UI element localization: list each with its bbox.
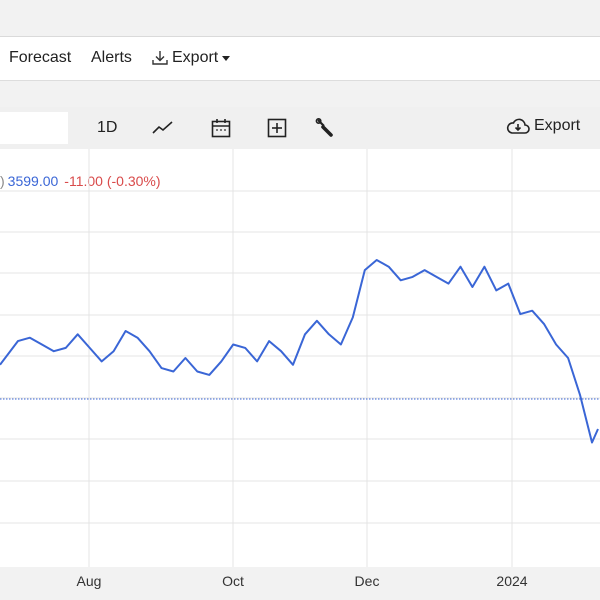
quote-change: -11.00 (-0.30%)	[64, 173, 161, 189]
x-axis-strip	[0, 567, 600, 600]
x-axis: Aug Oct Dec 2024	[77, 573, 528, 589]
line-chart-icon[interactable]	[151, 116, 175, 140]
range-1d-button[interactable]: 1D	[97, 119, 118, 136]
quote-readout: ) 3599.00 -11.00 (-0.30%)	[0, 173, 161, 189]
price-line-chart[interactable]	[0, 149, 600, 600]
symbol-search-input[interactable]	[0, 112, 68, 144]
caret-down-icon	[222, 56, 231, 61]
add-box-icon[interactable]	[265, 116, 289, 140]
toolbar-gap	[0, 81, 600, 107]
quote-paren: )	[0, 173, 5, 189]
chart-export-label: Export	[534, 117, 581, 134]
quote-price: 3599.00	[7, 173, 59, 189]
price-series-line	[0, 259, 599, 444]
chart-export-button[interactable]: Export	[506, 117, 580, 135]
x-tick-label: Dec	[355, 573, 380, 589]
top-nav-bar: Forecast Alerts Export	[0, 37, 600, 81]
wrench-icon[interactable]	[313, 116, 337, 140]
nav-alerts-link[interactable]: Alerts	[91, 49, 132, 66]
nav-forecast-link[interactable]: Forecast	[9, 49, 72, 66]
nav-export-label: Export	[172, 49, 219, 66]
x-tick-label: Aug	[77, 573, 102, 589]
nav-export-menu[interactable]: Export	[151, 49, 231, 67]
calendar-icon[interactable]	[209, 116, 233, 140]
x-tick-label: Oct	[222, 573, 244, 589]
download-icon	[152, 51, 168, 65]
browser-top-strip	[0, 0, 600, 37]
x-tick-label: 2024	[496, 573, 527, 589]
chart-toolbar: 1D Export	[0, 107, 600, 149]
price-chart-area[interactable]: ) 3599.00 -11.00 (-0.30%)	[0, 149, 600, 600]
cloud-download-icon	[506, 118, 530, 134]
